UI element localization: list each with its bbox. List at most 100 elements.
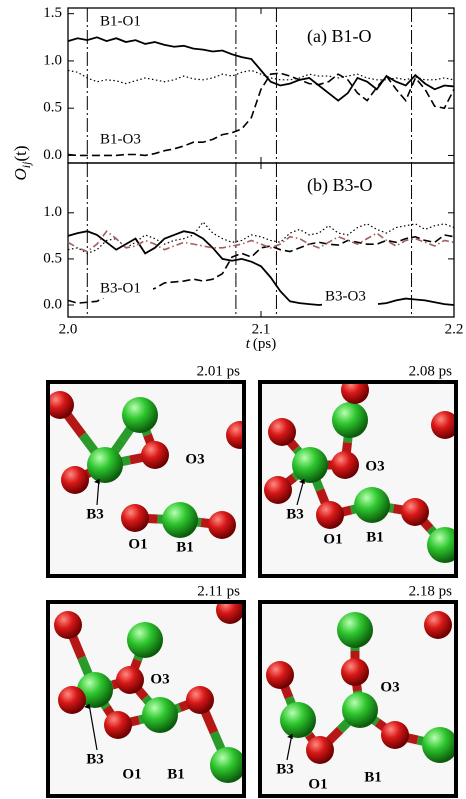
boron-atom <box>122 397 158 433</box>
x-label-unit: (ps) <box>253 336 276 352</box>
scene: O3 B3 O1 B1 <box>260 382 456 576</box>
snapshot: 2.11 ps O3 B3 O1 B1 <box>46 583 246 798</box>
boron-atom <box>280 702 316 738</box>
series-label: B1-O3 <box>100 131 141 147</box>
atom-label: O1 <box>122 766 141 782</box>
snapshot-time: 2.11 ps <box>197 583 240 599</box>
boron-atom <box>427 527 456 563</box>
scene: O3 B3 O1 B1 <box>48 382 244 576</box>
title-bg <box>301 176 399 198</box>
oxygen-atom <box>264 476 292 504</box>
y-label-sub: ij <box>19 161 33 168</box>
series-label: B3-O1 <box>100 280 141 296</box>
y-label-var: O <box>11 168 30 180</box>
boron-atom <box>210 747 244 783</box>
panel: 0.0 0.5 1.0 2.0 2.1 2.2 B3-O1 B3-O3 (b) B3-O t (ps… <box>43 162 463 352</box>
x-axis-label: t (ps) <box>246 336 277 352</box>
oxygen-atom <box>341 382 369 404</box>
atom-label: B3 <box>286 506 304 522</box>
oxygen-atom <box>208 511 236 539</box>
snapshot-frame <box>258 380 458 578</box>
series-line <box>67 230 455 306</box>
oxygen-atom <box>186 686 214 714</box>
boron-atom <box>77 672 113 708</box>
oxygen-atom <box>61 466 89 494</box>
label-bg <box>97 280 153 298</box>
panel-title: (b) B3-O <box>307 175 373 196</box>
pointer-head <box>287 734 293 739</box>
oxygen-atom <box>401 498 429 526</box>
y-tick-label: 1.0 <box>43 52 62 68</box>
panel-title: (a) B1-O <box>307 26 371 47</box>
series-line <box>67 69 455 85</box>
pointer-head <box>94 479 100 484</box>
scene: O3 B3 O1 B1 <box>260 602 456 796</box>
atom-label: B3 <box>86 751 104 767</box>
y-label-tail: (t) <box>11 146 30 162</box>
atom-label: B3 <box>276 761 294 777</box>
oxygen-atom <box>431 411 456 439</box>
series-line <box>67 72 455 157</box>
snapshot: 2.08 ps O3 B3 O1 B1 <box>258 363 458 578</box>
snapshot-time: 2.18 ps <box>409 583 453 599</box>
boron-atom <box>342 692 378 728</box>
snapshot: 2.18 ps O3 B3 O1 B1 <box>258 583 458 798</box>
boron-atom <box>87 447 123 483</box>
oxygen-atom <box>54 611 82 639</box>
x-tick-label: 2.0 <box>59 321 78 337</box>
atom-label: O1 <box>308 776 327 792</box>
oxygen-atom <box>268 418 296 446</box>
atom-label: B1 <box>167 766 185 782</box>
oxygen-atom <box>331 451 359 479</box>
y-tick-label: 0.0 <box>43 296 62 312</box>
label-bg <box>322 288 378 306</box>
oxygen-atom <box>316 501 344 529</box>
series-line <box>67 221 455 255</box>
scene: O3 B3 O1 B1 <box>48 602 244 796</box>
oxygen-atom <box>424 611 452 639</box>
oxygen-atom <box>266 661 294 689</box>
y-tick-label: 0.5 <box>43 250 62 266</box>
atom-label: B1 <box>364 769 382 785</box>
snapshot-frame <box>46 600 246 798</box>
boron-atom <box>127 622 163 658</box>
y-axis-label: Oij(t) <box>11 146 33 181</box>
atom-label: B3 <box>86 506 104 522</box>
snapshot: 2.01 ps O3 B3 O1 B1 <box>46 363 246 578</box>
oxygen-atom <box>104 711 132 739</box>
panel: 0.0 0.5 1.0 1.5 B1-O1 B1-O3 (a) B1-O Oij(t) <box>11 5 455 181</box>
snapshot-time: 2.01 ps <box>197 363 241 379</box>
atom-label: O1 <box>323 531 342 547</box>
series-label: B1-O1 <box>100 13 141 29</box>
snapshot-time: 2.08 ps <box>409 363 453 379</box>
oxygen-atom <box>341 658 369 686</box>
oxygen-atom <box>306 736 334 764</box>
boron-atom <box>422 727 456 763</box>
oxygen-atom <box>381 721 409 749</box>
oxygen-atom <box>48 391 74 419</box>
series-line <box>67 36 455 102</box>
y-tick-label: 0.0 <box>43 147 62 163</box>
boron-atom <box>354 487 390 523</box>
oxygen-atom <box>116 666 144 694</box>
title-bg <box>301 27 399 49</box>
x-tick-label: 2.1 <box>252 321 271 337</box>
boron-atom <box>162 502 198 538</box>
atom-label: O1 <box>128 536 147 552</box>
label-bg <box>97 131 153 149</box>
snapshot-frame <box>258 600 458 798</box>
oxygen-atom <box>121 504 149 532</box>
boron-atom <box>337 612 373 648</box>
atom-label: O3 <box>365 458 384 474</box>
pointer-arrow <box>296 478 305 506</box>
atom-label: O3 <box>380 679 399 695</box>
atom-label: O3 <box>150 671 169 687</box>
y-tick-label: 0.5 <box>43 100 62 116</box>
boron-atom <box>292 447 328 483</box>
atom-label: B1 <box>366 529 384 545</box>
label-bg <box>97 13 153 31</box>
x-label-var: t <box>246 336 251 352</box>
oxygen-atom <box>58 686 86 714</box>
y-tick-label: 1.0 <box>43 204 62 220</box>
